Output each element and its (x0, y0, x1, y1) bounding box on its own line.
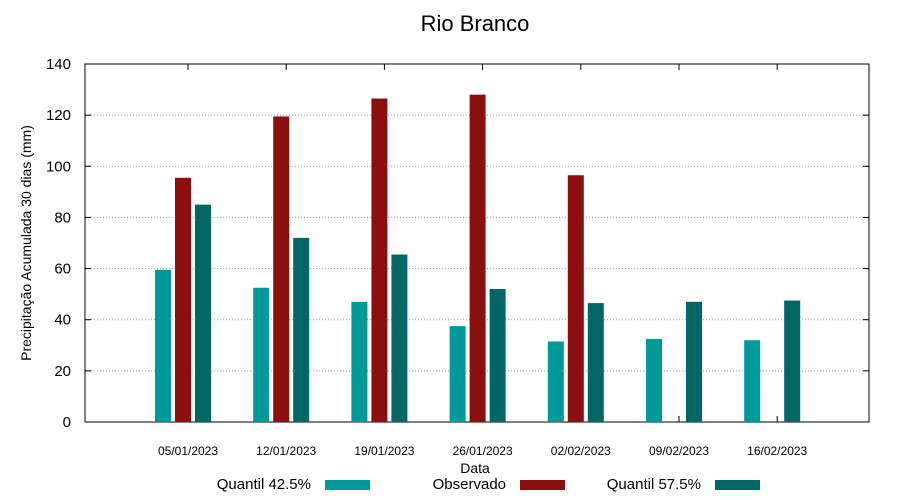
y-tick-label: 60 (54, 261, 71, 278)
bar (351, 301, 368, 422)
legend-label: Observado (433, 476, 506, 493)
x-tick-label: 09/02/2023 (649, 444, 709, 458)
bars (155, 94, 801, 423)
x-tick-label: 05/01/2023 (158, 444, 218, 458)
bar (371, 98, 388, 423)
legend-swatch (325, 480, 370, 490)
bar (293, 237, 310, 422)
legend-swatch (715, 480, 760, 490)
y-tick-label: 140 (46, 56, 71, 73)
y-tick-label: 100 (46, 158, 71, 175)
bar (391, 254, 408, 422)
y-tick-label: 0 (63, 414, 71, 431)
legend-label: Quantil 42.5% (217, 476, 311, 493)
legend: Quantil 42.5% Observado Quantil 57.5% (217, 476, 760, 493)
bar (744, 340, 761, 422)
y-tick-label: 40 (54, 312, 71, 329)
bar (469, 94, 486, 422)
x-tick-label: 02/02/2023 (551, 444, 611, 458)
bar (567, 175, 584, 422)
bar (253, 287, 270, 422)
bar (155, 269, 171, 422)
bar (784, 300, 801, 422)
bar (547, 341, 564, 422)
bar (646, 338, 662, 422)
legend-swatch (520, 480, 565, 490)
x-tick-label: 16/02/2023 (747, 444, 807, 458)
bar (175, 177, 191, 422)
y-axis-ticks: 0 20 40 60 80 100 120 140 (46, 56, 869, 431)
legend-label: Quantil 57.5% (607, 476, 701, 493)
y-tick-label: 120 (46, 107, 71, 124)
chart-title: Rio Branco (421, 11, 530, 36)
bar (489, 289, 506, 422)
y-tick-label: 80 (54, 209, 71, 226)
x-tick-label: 19/01/2023 (354, 444, 414, 458)
bar (449, 326, 466, 422)
x-tick-label: 12/01/2023 (256, 444, 316, 458)
x-axis-label: Data (460, 460, 490, 476)
y-tick-label: 20 (54, 363, 71, 380)
bar (195, 204, 211, 422)
x-axis-ticks: 05/01/2023 12/01/2023 19/01/2023 26/01/2023… (158, 64, 808, 458)
x-tick-label: 26/01/2023 (453, 444, 513, 458)
bar (587, 303, 604, 422)
y-axis-label: Precipitação Acumulada 30 dias (mm) (18, 125, 34, 361)
bar (273, 116, 290, 423)
bar (686, 301, 702, 422)
